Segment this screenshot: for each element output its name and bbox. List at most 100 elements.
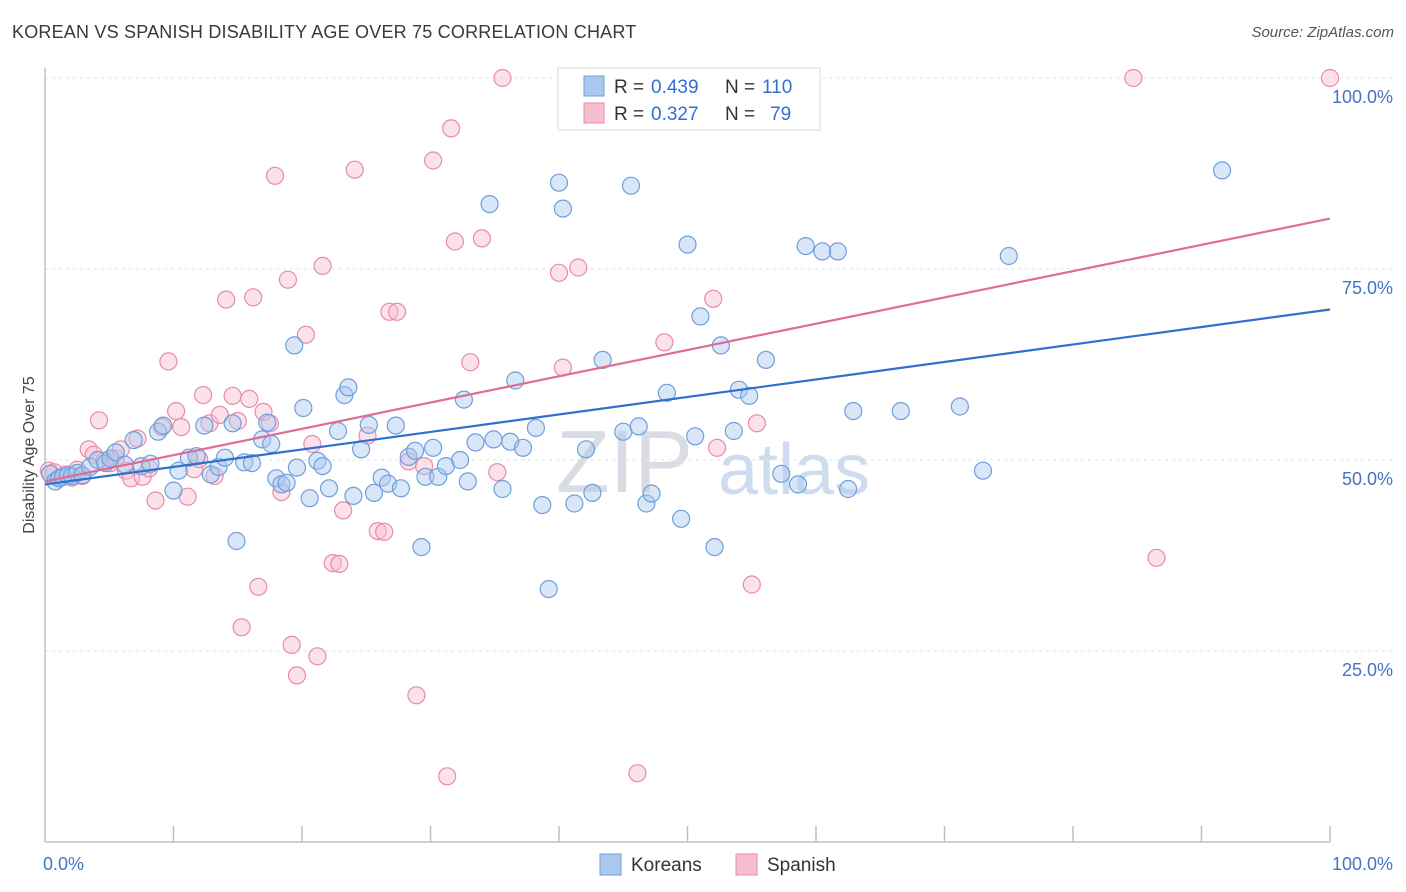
koreans-point-89: [686, 427, 705, 446]
koreans-point-66: [480, 195, 499, 214]
stats-koreans-n-label: N =: [725, 77, 755, 98]
koreans-point-54: [391, 479, 410, 498]
koreans-point-67: [484, 430, 503, 449]
koreans-point-86: [657, 383, 677, 402]
grid-lines: [45, 77, 1393, 652]
koreans-point-72: [526, 418, 546, 437]
stats-koreans-swatch: [583, 75, 605, 97]
spanish-point-32: [223, 386, 242, 405]
spanish-point-27: [194, 386, 213, 405]
spanish-point-57: [388, 302, 407, 321]
koreans-point-27: [223, 414, 242, 433]
spanish-point-69: [549, 263, 569, 282]
spanish-point-66: [472, 229, 491, 248]
koreans-point-90: [691, 307, 710, 326]
koreans-point-91: [705, 537, 724, 557]
stats-koreans-r-value: 0.439: [651, 77, 699, 98]
koreans-point-48: [352, 440, 371, 459]
spanish-point-63: [442, 119, 461, 138]
koreans-point-107: [999, 246, 1018, 266]
spanish-point-59: [407, 686, 426, 705]
legend-spanish-swatch: [735, 853, 758, 876]
koreans-point-38: [287, 458, 306, 477]
koreans-point-88: [678, 235, 697, 254]
koreans-point-95: [740, 386, 759, 405]
spanish-point-75: [707, 438, 727, 457]
koreans-point-65: [466, 433, 485, 452]
spanish-point-74: [704, 289, 723, 308]
spanish-point-73: [655, 333, 674, 352]
koreans-point-81: [614, 422, 633, 441]
koreans-point-99: [796, 237, 815, 256]
koreans-point-25: [209, 457, 228, 476]
koreans-point-24: [201, 465, 220, 484]
koreans-point-37: [285, 336, 304, 355]
koreans-point-32: [258, 413, 277, 432]
stats-spanish-n-label: N =: [725, 104, 755, 125]
y-tick-labels: 25.0% 50.0% 75.0% 100.0%: [1332, 87, 1393, 680]
koreans-trend-line: [44, 308, 1331, 486]
koreans-point-85: [642, 484, 661, 503]
koreans-point-97: [772, 464, 791, 483]
spanish-point-48: [313, 256, 332, 275]
spanish-point-45: [296, 325, 315, 344]
spanish-point-31: [217, 290, 236, 309]
stats-spanish-n-value: 79: [770, 104, 791, 125]
spanish-point-19: [146, 491, 165, 510]
spanish-point-67: [488, 463, 507, 482]
spanish-point-44: [287, 666, 306, 685]
koreans-point-41: [308, 451, 327, 470]
spanish-point-13: [111, 440, 130, 459]
spanish-point-72: [628, 764, 647, 783]
legend: Koreans Spanish: [599, 853, 836, 876]
koreans-point-68: [493, 479, 512, 499]
koreans-point-47: [344, 486, 363, 505]
koreans-point-53: [386, 416, 405, 435]
koreans-point-102: [838, 479, 858, 499]
koreans-point-18: [154, 416, 173, 435]
koreans-point-98: [788, 475, 808, 494]
koreans-point-103: [844, 402, 863, 421]
x-tick-label-max: 100.0%: [1332, 854, 1393, 874]
koreans-point-57: [412, 537, 431, 557]
koreans-point-83: [629, 417, 648, 436]
spanish-point-64: [445, 232, 464, 251]
spanish-point-36: [244, 288, 263, 307]
koreans-point-42: [313, 457, 332, 476]
koreans-point-82: [621, 176, 641, 195]
koreans-point-49: [359, 415, 378, 434]
spanish-point-9: [89, 411, 109, 430]
spanish-point-68: [493, 68, 512, 88]
spanish-point-56: [380, 302, 399, 321]
spanish-point-55: [375, 522, 394, 541]
stats-spanish-swatch: [583, 102, 605, 124]
spanish-point-54: [368, 521, 387, 541]
y-axis-label: Disability Age Over 75: [21, 376, 38, 534]
spanish-point-78: [1124, 68, 1143, 88]
koreans-point-76: [553, 199, 573, 218]
spanish-point-22: [167, 402, 186, 421]
spanish-point-49: [323, 553, 342, 573]
koreans-point-33: [262, 434, 281, 454]
koreans-point-96: [756, 350, 776, 369]
koreans-point-100: [813, 242, 832, 261]
x-ticks: [172, 826, 1331, 842]
spanish-point-51: [334, 501, 353, 520]
spanish-point-38: [254, 402, 273, 421]
legend-spanish-label: Spanish: [767, 855, 836, 876]
spanish-point-61: [424, 151, 443, 170]
koreans-point-71: [513, 438, 533, 457]
koreans-point-64: [458, 472, 477, 491]
koreans-point-44: [328, 421, 348, 441]
spanish-point-40: [265, 166, 285, 185]
koreans-point-106: [973, 461, 993, 480]
koreans-point-59: [424, 438, 443, 457]
koreans-point-93: [724, 421, 743, 441]
spanish-point-80: [1320, 68, 1340, 88]
spanish-point-42: [278, 270, 297, 289]
trend-lines: [44, 217, 1331, 486]
koreans-point-28: [227, 531, 246, 551]
koreans-point-74: [539, 579, 558, 599]
koreans-point-39: [294, 398, 313, 418]
